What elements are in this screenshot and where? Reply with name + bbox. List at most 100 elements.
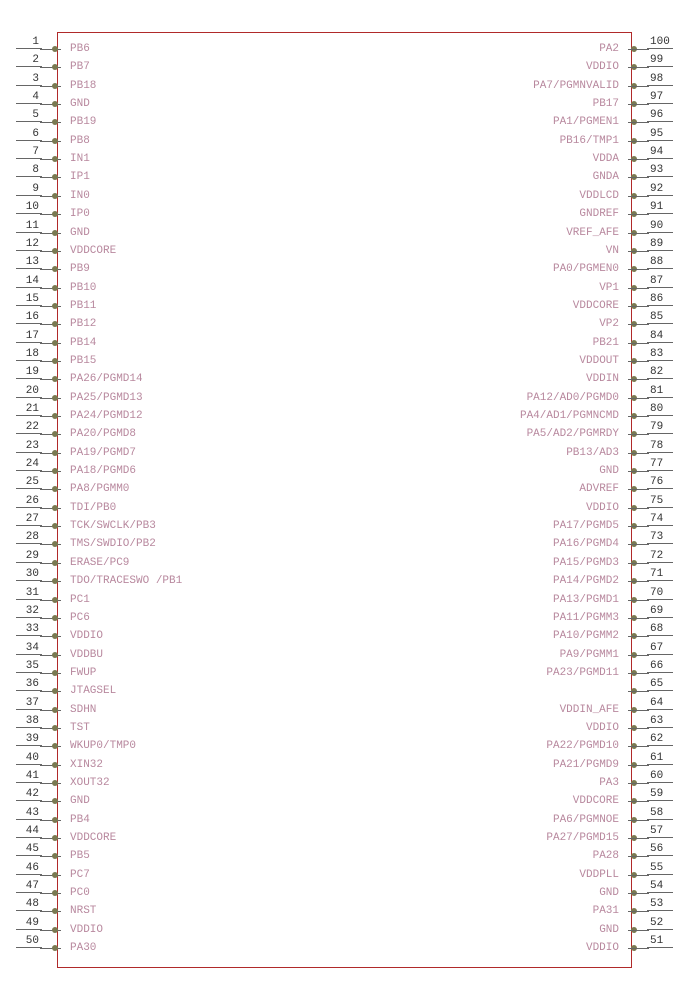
pin-number: 55 — [647, 862, 673, 875]
pin-number: 39 — [16, 733, 42, 746]
pin-left-24: 24PA18/PGMD6 — [4, 462, 261, 480]
pin-number: 63 — [647, 715, 673, 728]
pin-label: PB18 — [65, 80, 101, 92]
pin-label: VDDIO — [65, 630, 108, 642]
pin-number: 96 — [647, 109, 673, 122]
pin-number: 50 — [16, 935, 42, 948]
pin-label: GNDREF — [574, 208, 624, 220]
pin-number: 53 — [647, 898, 673, 911]
pin-number: 73 — [647, 531, 673, 544]
pin-left-18: 18PB15 — [4, 352, 261, 370]
pin-left-26: 26TDI/PB0 — [4, 499, 261, 517]
pin-left-14: 14PB10 — [4, 279, 261, 297]
pin-number: 23 — [16, 440, 42, 453]
pin-lead — [628, 398, 649, 399]
pin-lead — [628, 765, 649, 766]
pin-left-21: 21PA24/PGMD12 — [4, 407, 261, 425]
pin-label: PA8/PGMM0 — [65, 483, 134, 495]
pin-lead — [628, 801, 649, 802]
pin-number: 18 — [16, 348, 42, 361]
pin-label: VDDCORE — [568, 300, 624, 312]
pin-label: PA11/PGMM3 — [548, 612, 624, 624]
pin-number: 27 — [16, 513, 42, 526]
pin-dot — [52, 798, 58, 804]
pin-label: PA13/PGMD1 — [548, 594, 624, 606]
pin-label: PB5 — [65, 850, 95, 862]
pin-label: PB16/TMP1 — [555, 135, 624, 147]
pin-label: VDDPLL — [574, 869, 624, 881]
pin-left-1: 1PB6 — [4, 40, 261, 58]
pin-label: PA28 — [588, 850, 624, 862]
pin-number: 26 — [16, 495, 42, 508]
pin-left-36: 36JTAGSEL — [4, 682, 261, 700]
pin-left-3: 3PB18 — [4, 77, 261, 95]
pin-number: 4 — [16, 91, 42, 104]
pin-left-35: 35FWUP — [4, 664, 261, 682]
pin-dot — [52, 285, 58, 291]
pin-label: XIN32 — [65, 759, 108, 771]
pin-label: WKUP0/TMP0 — [65, 740, 141, 752]
pin-number: 12 — [16, 238, 42, 251]
pin-number: 34 — [16, 642, 42, 655]
pin-number: 25 — [16, 476, 42, 489]
pin-number: 99 — [647, 54, 673, 67]
pin-label: PA4/AD1/PGMNCMD — [515, 410, 624, 422]
pin-number: 56 — [647, 843, 673, 856]
pin-number: 92 — [647, 183, 673, 196]
pin-number: 69 — [647, 605, 673, 618]
pin-left-28: 28TMS/SWDIO/PB2 — [4, 535, 261, 553]
pin-dot — [52, 560, 58, 566]
pin-label: PB8 — [65, 135, 95, 147]
pin-number: 35 — [16, 660, 42, 673]
pin-dot — [52, 780, 58, 786]
pin-left-16: 16PB12 — [4, 315, 261, 333]
pin-number: 66 — [647, 660, 673, 673]
pin-number: 70 — [647, 587, 673, 600]
pin-number: 7 — [16, 146, 42, 159]
pin-left-9: 9IN0 — [4, 187, 261, 205]
pin-lead — [628, 361, 649, 362]
pin-number: 82 — [647, 366, 673, 379]
pin-label: TST — [65, 722, 95, 734]
pin-dot — [52, 83, 58, 89]
pin-number: 88 — [647, 256, 673, 269]
pin-lead — [628, 306, 649, 307]
pin-number: 5 — [16, 109, 42, 122]
pin-dot — [52, 101, 58, 107]
pin-lead — [628, 141, 649, 142]
pin-dot — [52, 688, 58, 694]
pin-label: VDDBU — [65, 649, 108, 661]
pin-label: PA3 — [594, 777, 624, 789]
pin-label: SDHN — [65, 704, 101, 716]
pin-number: 62 — [647, 733, 673, 746]
pin-number: 21 — [16, 403, 42, 416]
pin-lead — [628, 581, 649, 582]
pin-number: 85 — [647, 311, 673, 324]
pin-number: 33 — [16, 623, 42, 636]
pin-number: 87 — [647, 275, 673, 288]
pin-label: VDDOUT — [574, 355, 624, 367]
pin-dot — [52, 321, 58, 327]
pin-lead — [628, 710, 649, 711]
pin-label: GND — [594, 465, 624, 477]
pin-lead — [628, 86, 649, 87]
pin-dot — [52, 64, 58, 70]
pin-label: PB19 — [65, 116, 101, 128]
pin-number: 52 — [647, 917, 673, 930]
pin-label: PA20/PGMD8 — [65, 428, 141, 440]
pin-label: PC0 — [65, 887, 95, 899]
pin-label: TDI/PB0 — [65, 502, 121, 514]
pin-dot — [52, 505, 58, 511]
pin-lead — [628, 948, 649, 949]
pin-lead — [628, 453, 649, 454]
pin-lead — [628, 233, 649, 234]
pin-left-38: 38TST — [4, 719, 261, 737]
pin-label: PB13/AD3 — [561, 447, 624, 459]
pin-left-46: 46PC7 — [4, 866, 261, 884]
pin-dot — [52, 340, 58, 346]
pin-number: 9 — [16, 183, 42, 196]
pin-dot — [52, 817, 58, 823]
pin-left-23: 23PA19/PGMD7 — [4, 444, 261, 462]
pin-number: 91 — [647, 201, 673, 214]
pin-label: VP2 — [594, 318, 624, 330]
